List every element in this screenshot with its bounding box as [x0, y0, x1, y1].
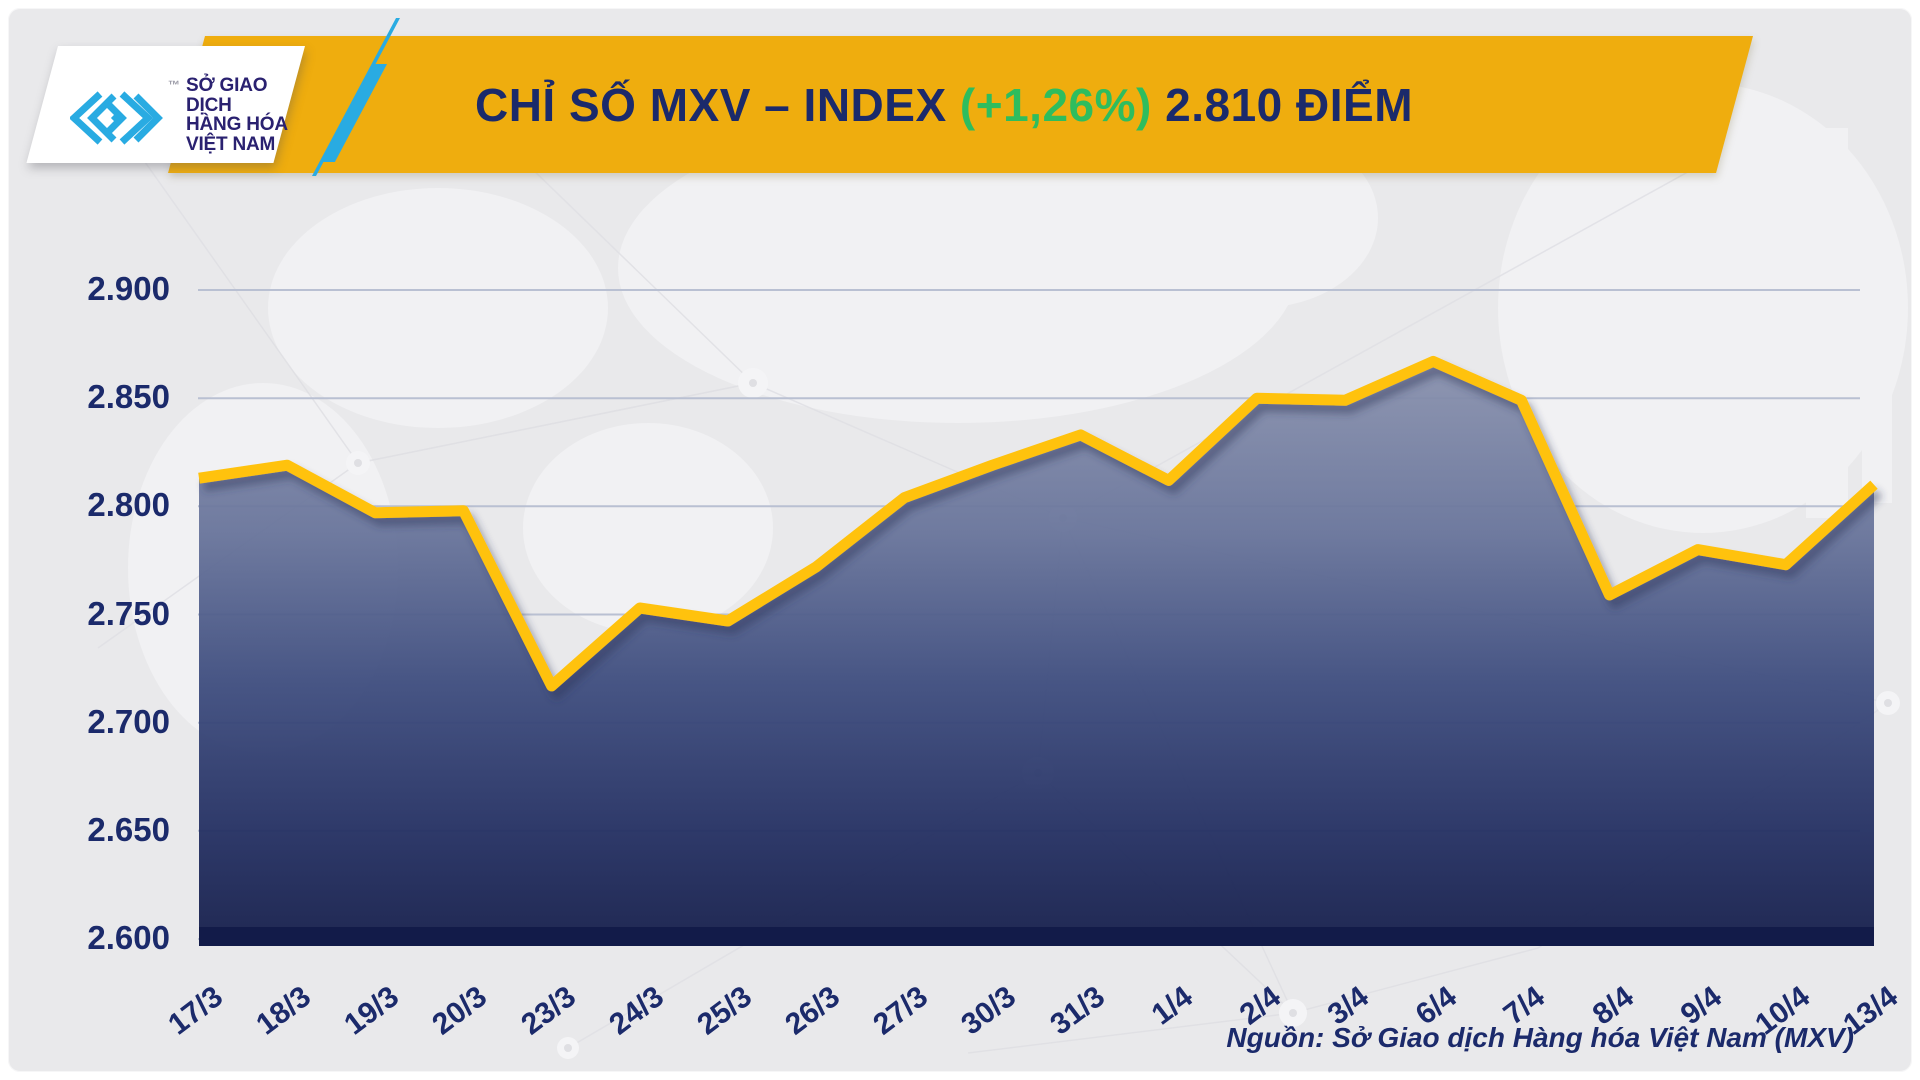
chart-title: CHỈ SỐ MXV – INDEX (+1,26%) 2.810 ĐIỂM — [205, 36, 1753, 173]
chart-title-change-percent: (+1,26%) — [959, 78, 1152, 131]
mxv-logo-text: SỞ GIAO DỊCH HÀNG HÓA VIỆT NAM — [186, 76, 316, 154]
chart-title-main: CHỈ SỐ MXV – INDEX — [474, 78, 960, 131]
x-axis-tick-label: 26/3 — [779, 980, 846, 1042]
area-fill — [199, 361, 1874, 946]
y-axis-tick-label: 2.800 — [87, 486, 170, 524]
logo-text-line3: VIỆT NAM — [186, 133, 276, 155]
x-axis-tick-label: 24/3 — [603, 980, 670, 1042]
mxv-logo-icon — [70, 91, 163, 145]
y-axis-tick-label: 2.850 — [87, 378, 170, 416]
index-line — [198, 355, 1878, 692]
x-axis-tick-label: 31/3 — [1043, 980, 1111, 1042]
trademark-symbol: ™ — [168, 78, 180, 92]
x-axis-tick-label: 30/3 — [955, 980, 1023, 1042]
y-axis-tick-label: 2.650 — [87, 810, 170, 848]
y-axis-tick-label: 2.700 — [87, 702, 170, 740]
y-axis-tick-label: 2.600 — [87, 919, 170, 956]
x-axis-tick-label: 27/3 — [867, 980, 935, 1042]
source-note: Nguồn: Sở Giao dịch Hàng hóa Việt Nam (M… — [1226, 1022, 1854, 1053]
chart-title-points: 2.810 ĐIỂM — [1151, 78, 1414, 131]
x-axis-baseline — [199, 927, 1874, 946]
logo-text-line1: SỞ GIAO DỊCH — [186, 75, 268, 116]
x-axis-tick-label: 25/3 — [691, 980, 758, 1042]
infographic-canvas: CHỈ SỐ MXV – INDEX (+1,26%) 2.810 ĐIỂM ™… — [8, 8, 1912, 1072]
x-axis-tick-label: 23/3 — [514, 980, 582, 1042]
y-axis-tick-label: 2.900 — [87, 270, 170, 307]
x-axis-tick-label: 17/3 — [162, 980, 229, 1042]
x-axis-tick-label: 19/3 — [338, 980, 406, 1042]
y-axis-tick-label: 2.750 — [87, 594, 170, 632]
x-axis-tick-label: 1/4 — [1145, 980, 1199, 1032]
x-axis-tick-label: 18/3 — [250, 980, 318, 1042]
x-axis-tick-label: 20/3 — [426, 980, 494, 1042]
logo-text-line2: HÀNG HÓA — [186, 114, 288, 135]
